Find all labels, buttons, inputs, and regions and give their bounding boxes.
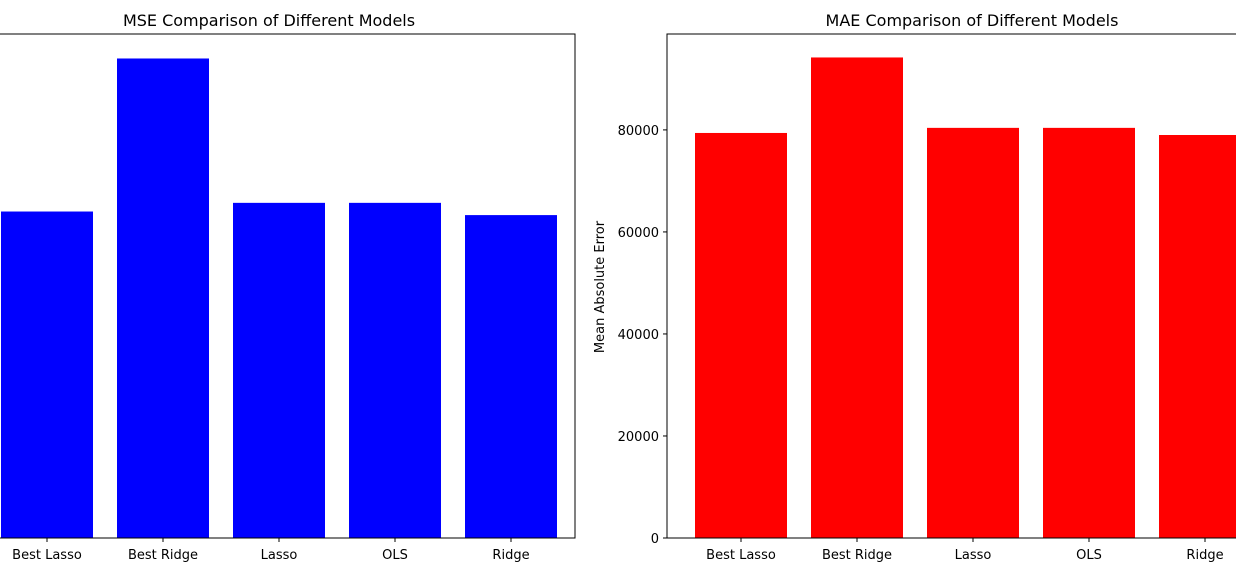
mse-x-ticks: Best Lasso Best Ridge Lasso OLS Ridge xyxy=(12,538,530,563)
mse-x-tick-label-1: Best Ridge xyxy=(128,548,198,563)
mae-bar-4 xyxy=(1159,135,1236,539)
mae-chart: MAE Comparison of Different Models Mean … xyxy=(593,11,1236,563)
mae-plot-frame xyxy=(666,33,1236,539)
mse-x-tick-label-3: OLS xyxy=(382,548,408,563)
mse-x-tick-label-4: Ridge xyxy=(492,548,529,563)
mae-bar-2 xyxy=(927,127,1019,538)
mae-x-tick-label-2: Lasso xyxy=(955,548,992,563)
mse-bars xyxy=(1,58,557,538)
mae-bar-1 xyxy=(811,57,903,539)
mae-y-tick-label-3: 60000 xyxy=(618,226,659,241)
mae-x-tick-label-1: Best Ridge xyxy=(822,548,892,563)
mae-x-tick-label-3: OLS xyxy=(1076,548,1102,563)
mse-plot-frame xyxy=(0,33,576,539)
mae-y-tick-label-4: 80000 xyxy=(618,124,659,139)
mae-bar-0 xyxy=(695,132,787,538)
mse-x-tick-label-2: Lasso xyxy=(261,548,298,563)
mae-chart-title: MAE Comparison of Different Models xyxy=(826,11,1119,30)
mae-x-ticks: Best Lasso Best Ridge Lasso OLS Ridge xyxy=(706,538,1224,563)
mse-chart-title: MSE Comparison of Different Models xyxy=(123,11,415,30)
mae-y-ticks: 0 20000 40000 60000 80000 xyxy=(618,124,667,547)
mse-bar-2 xyxy=(233,202,325,538)
mse-bar-3 xyxy=(349,202,441,538)
mae-bars xyxy=(695,57,1236,539)
mae-bar-3 xyxy=(1043,127,1135,538)
mse-chart: MSE Comparison of Different Models Best … xyxy=(0,11,576,563)
mae-y-tick-label-0: 0 xyxy=(651,532,659,547)
mae-chart-ylabel: Mean Absolute Error xyxy=(593,220,608,353)
mae-x-tick-label-4: Ridge xyxy=(1186,548,1223,563)
mae-y-tick-label-2: 40000 xyxy=(618,328,659,343)
mse-x-tick-label-0: Best Lasso xyxy=(12,548,82,563)
mse-bar-0 xyxy=(1,211,93,538)
mae-x-tick-label-0: Best Lasso xyxy=(706,548,776,563)
mae-y-tick-label-1: 20000 xyxy=(618,430,659,445)
mse-bar-1 xyxy=(117,58,209,538)
mse-bar-4 xyxy=(465,215,557,538)
